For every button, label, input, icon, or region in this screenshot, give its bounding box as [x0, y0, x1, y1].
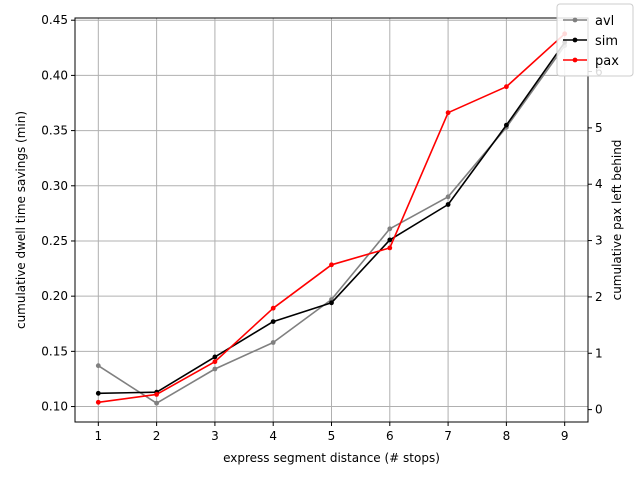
x-tick-label: 7 — [444, 429, 452, 443]
series-pax-point — [387, 245, 393, 251]
series-sim-point — [445, 202, 451, 207]
legend-label-pax: pax — [595, 54, 619, 69]
series-sim-point — [212, 354, 218, 360]
y-right-tick-label: 3 — [595, 234, 603, 248]
x-axis-label: express segment distance (# stops) — [223, 451, 440, 465]
series-sim-point — [329, 300, 334, 306]
y-left-tick-label: 0.35 — [41, 124, 68, 138]
legend-label-sim: sim — [595, 34, 618, 49]
legend: avl sim pax — [556, 3, 634, 77]
x-tick-label: 5 — [328, 429, 336, 443]
y-right-tick-label: 5 — [595, 121, 603, 135]
series-sim-point — [95, 390, 101, 396]
y-left-tick-label: 0.20 — [41, 289, 68, 303]
x-tick-label: 9 — [561, 429, 569, 443]
y-left-tick-label: 0.45 — [41, 13, 68, 27]
series-sim-point — [387, 237, 393, 243]
x-tick-label: 4 — [269, 429, 277, 443]
series-avl-point — [95, 363, 101, 369]
y-left-tick-label: 0.30 — [41, 179, 68, 193]
series-pax-point — [329, 262, 334, 268]
x-tick-label: 3 — [211, 429, 219, 443]
series-pax-point — [445, 110, 451, 116]
y-right-tick-label: 2 — [595, 290, 603, 304]
series-avl-point — [387, 226, 393, 232]
y-right-tick-label: 0 — [595, 403, 603, 417]
series-avl-point — [445, 194, 451, 200]
y-axis-right-label: cumulative pax left behind — [610, 140, 624, 301]
y-right-tick-label: 1 — [595, 346, 603, 360]
y-left-tick-label: 0.10 — [41, 400, 68, 414]
y-right-tick-label: 4 — [595, 177, 603, 191]
y-left-tick-label: 0.15 — [41, 344, 68, 358]
y-left-tick-label: 0.25 — [41, 234, 68, 248]
x-tick-label: 6 — [386, 429, 394, 443]
y-left-tick-label: 0.40 — [41, 68, 68, 82]
series-pax-point — [270, 305, 276, 311]
series-avl-point — [154, 400, 160, 406]
x-tick-label: 8 — [503, 429, 511, 443]
series-avl-point — [270, 340, 276, 345]
x-tick-label: 1 — [94, 429, 102, 443]
legend-marker-sim — [572, 37, 578, 43]
series-sim-point — [504, 122, 509, 128]
legend-marker-avl — [572, 17, 578, 23]
series-pax-point — [95, 399, 101, 405]
legend-marker-pax — [572, 57, 578, 63]
series-avl-point — [212, 366, 218, 372]
series-pax-point — [154, 392, 160, 397]
y-axis-left-label: cumulative dwell time savings (min) — [14, 111, 28, 329]
series-pax-point — [212, 359, 218, 365]
series-sim-point — [270, 319, 276, 324]
series-layer — [95, 31, 568, 406]
legend-label-avl: avl — [595, 14, 614, 29]
x-tick-label: 2 — [153, 429, 161, 443]
series-pax-point — [504, 84, 509, 90]
